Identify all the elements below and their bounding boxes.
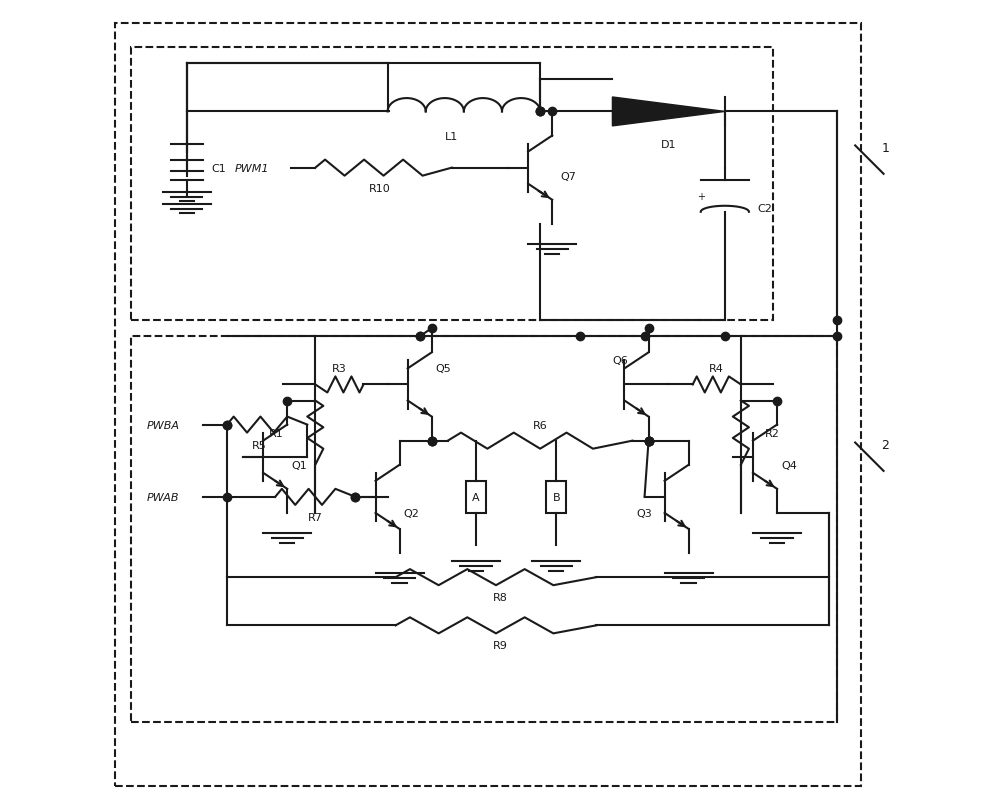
Bar [466,481,486,513]
Text: R7: R7 [308,512,323,522]
Bar [131,48,773,321]
Text: Q6: Q6 [612,356,628,366]
Text: A: A [472,492,480,502]
Text: Q4: Q4 [781,460,797,470]
Bar [131,337,837,722]
Text: R9: R9 [493,641,507,650]
Text: D1: D1 [661,140,676,149]
Text: 1: 1 [881,142,889,155]
Text: R10: R10 [369,184,390,193]
Text: C1: C1 [211,164,226,173]
Text: C2: C2 [757,204,772,213]
Text: R4: R4 [709,364,724,374]
Text: R5: R5 [252,440,266,450]
Text: R1: R1 [268,428,283,438]
Text: B: B [552,492,560,502]
Text: PWM1: PWM1 [235,164,270,173]
Polygon shape [612,98,725,127]
Bar [546,481,566,513]
Text: +: + [697,192,705,201]
Text: Q1: Q1 [291,460,307,470]
Text: Q5: Q5 [436,364,452,374]
Text: Q7: Q7 [560,172,576,181]
Text: R8: R8 [493,593,507,602]
Text: PWAB: PWAB [147,492,179,502]
Text: L1: L1 [445,132,458,141]
Text: Q2: Q2 [404,508,420,518]
Text: R3: R3 [332,364,347,374]
Text: Q3: Q3 [637,508,652,518]
Text: 2: 2 [881,439,889,452]
Text: R2: R2 [765,428,780,438]
Text: PWBA: PWBA [147,420,180,430]
Text: R6: R6 [533,420,548,430]
